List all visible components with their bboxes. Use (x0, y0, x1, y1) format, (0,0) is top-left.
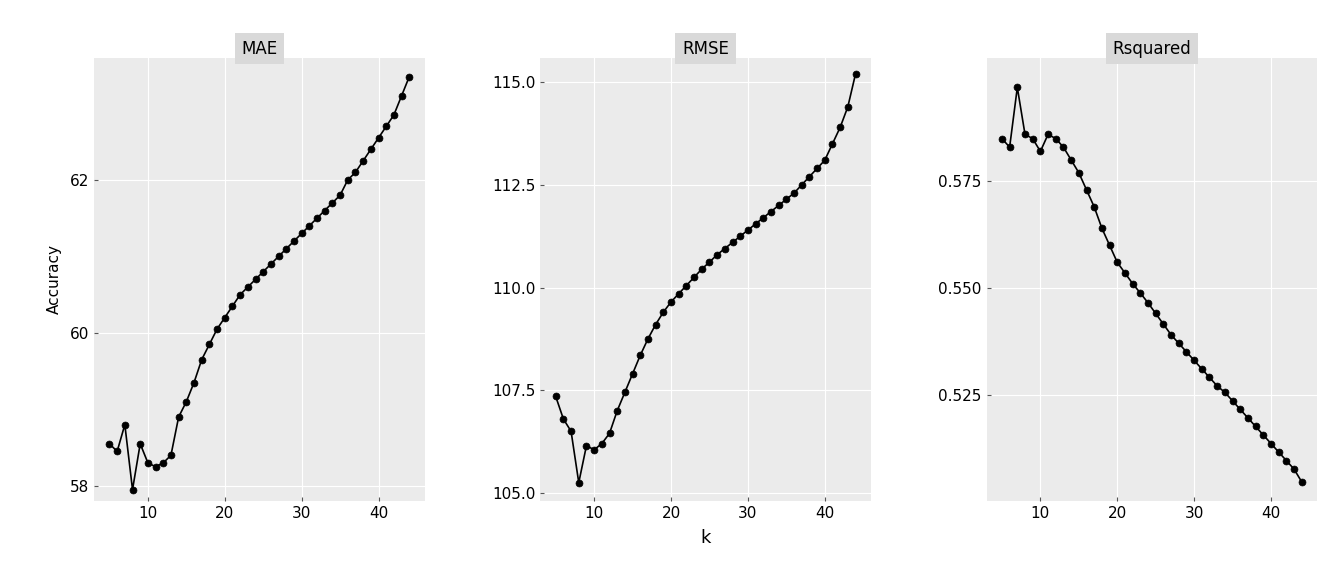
Title: RMSE: RMSE (683, 40, 728, 58)
X-axis label: k: k (700, 529, 711, 547)
Title: Rsquared: Rsquared (1113, 40, 1191, 58)
Y-axis label: Accuracy: Accuracy (47, 244, 62, 314)
Title: MAE: MAE (242, 40, 277, 58)
